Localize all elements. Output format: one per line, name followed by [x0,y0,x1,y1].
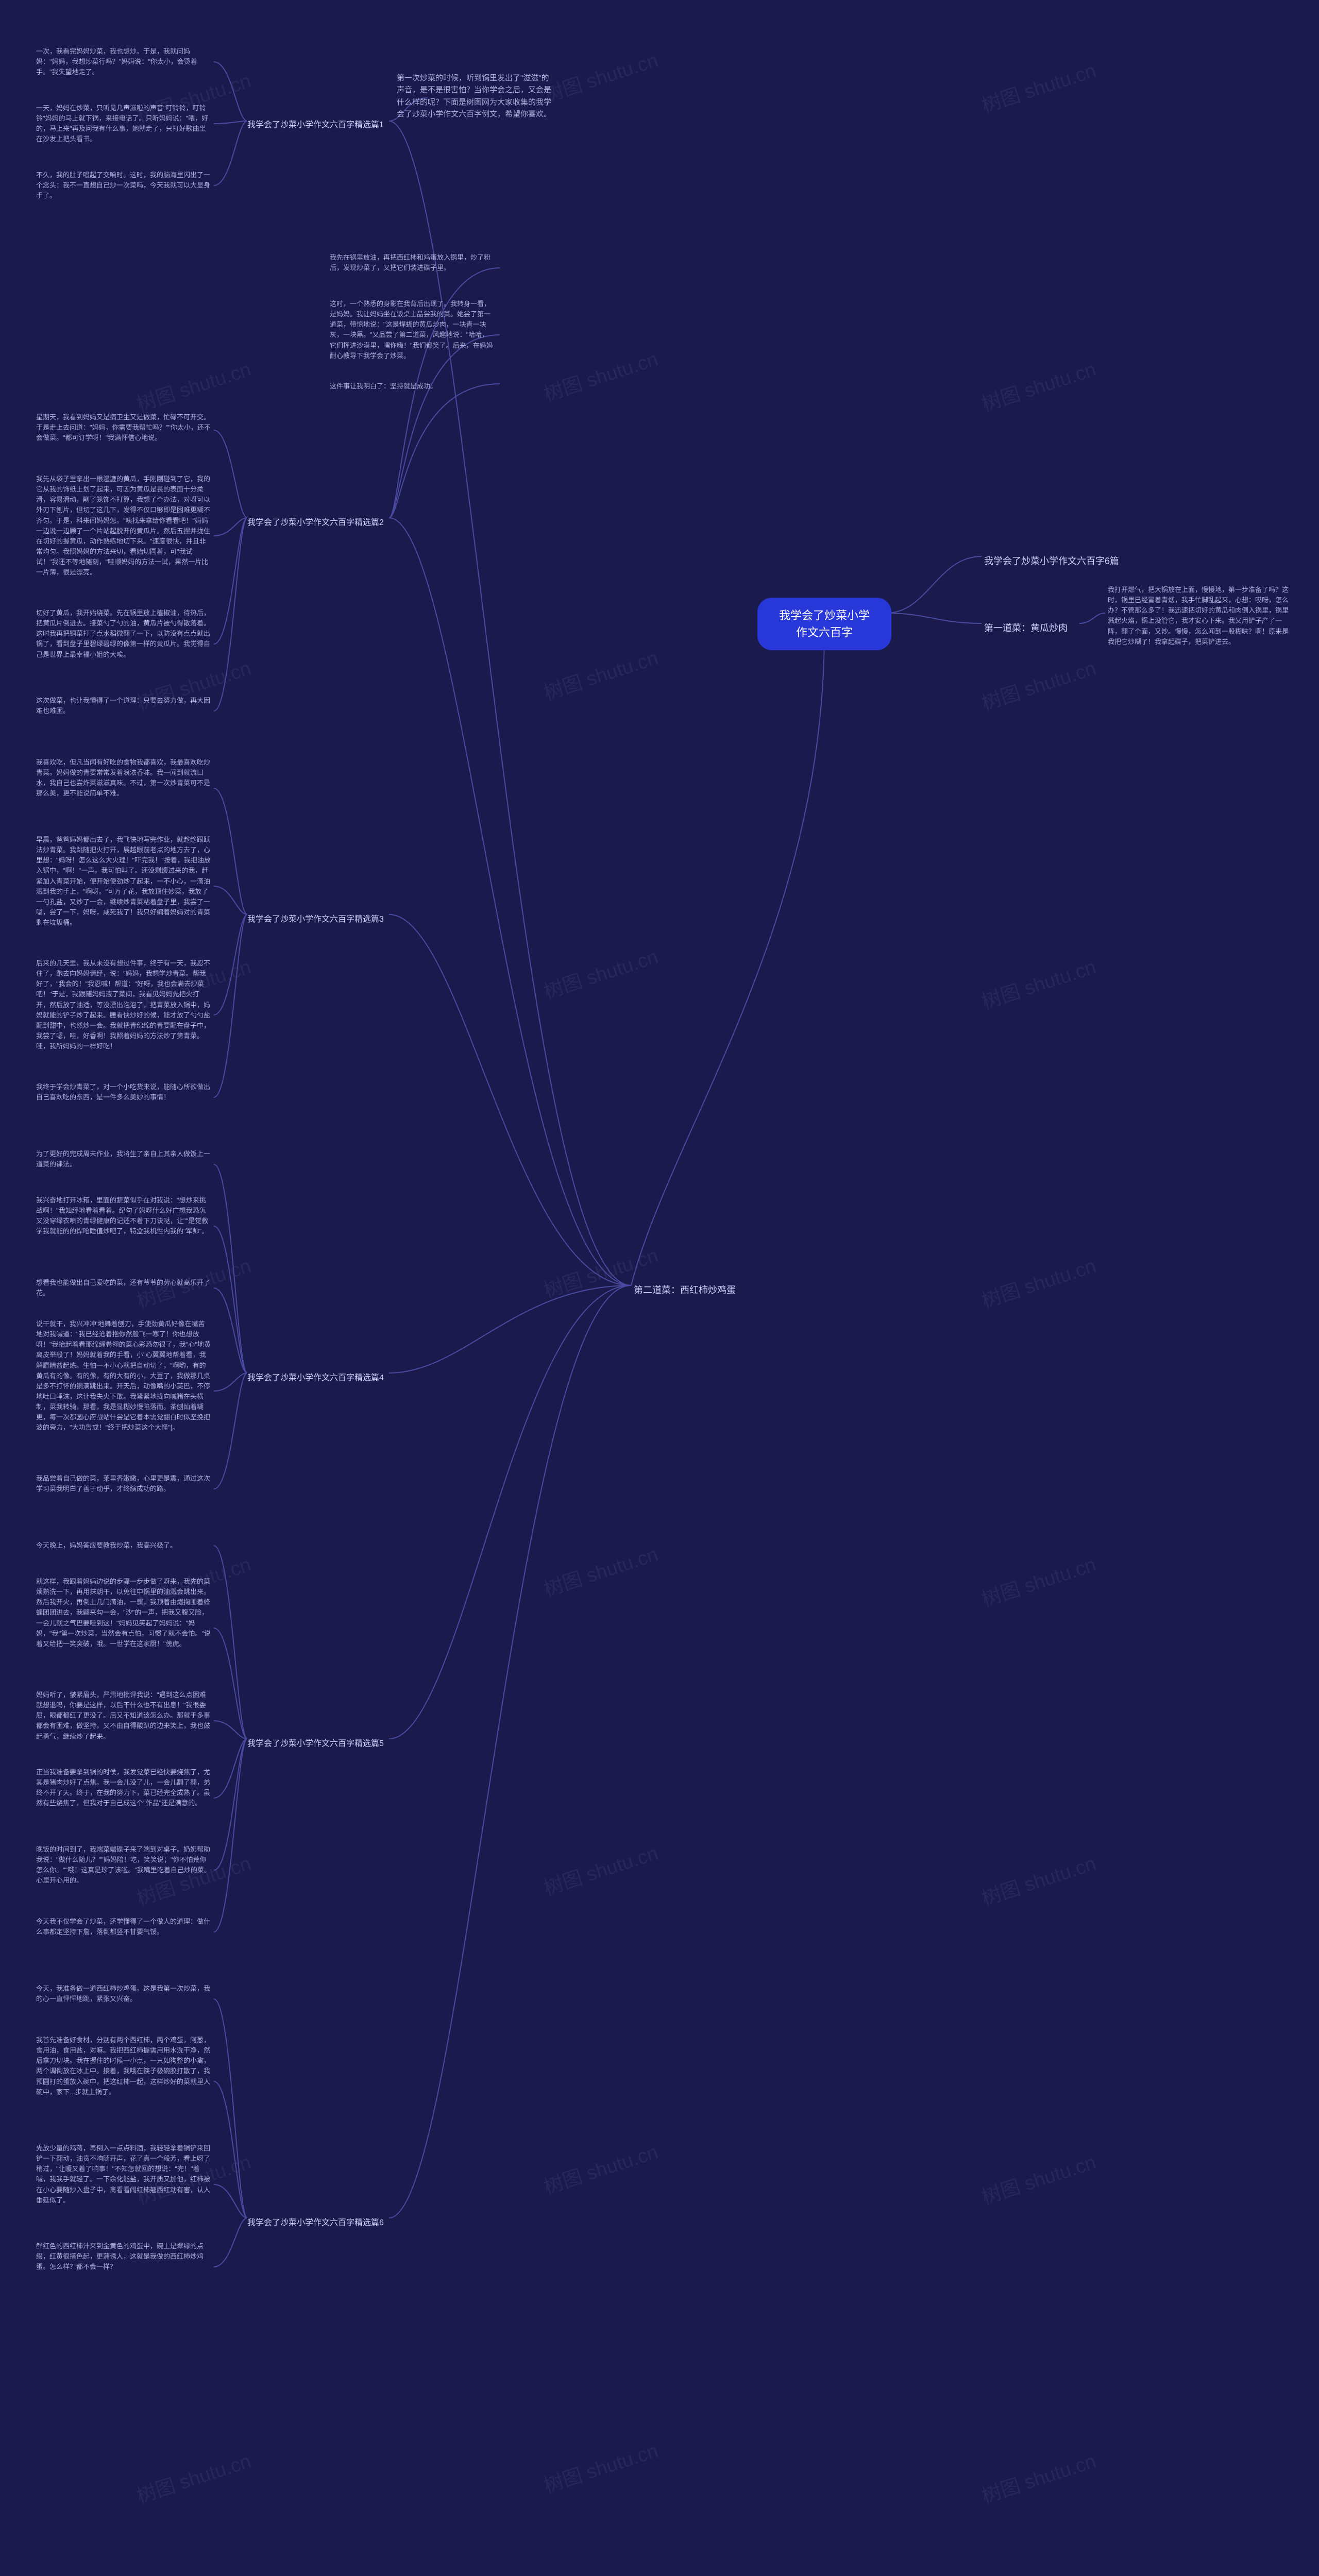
watermark: 树图 shutu.cn [539,1538,661,1602]
branch-label[interactable]: 第一道菜：黄瓜炒肉 [984,621,1068,634]
watermark: 树图 shutu.cn [977,1250,1099,1313]
watermark: 树图 shutu.cn [977,951,1099,1014]
paragraph-block: 我终于学会炒青菜了，对一个小吃货来说，能随心所欲做出自己喜欢吃的东西，是一件多么… [36,1082,211,1103]
watermark: 树图 shutu.cn [539,2435,661,2498]
watermark: 树图 shutu.cn [539,642,661,705]
paragraph-block: 这时，一个熟悉的身影在我背后出现了。我转身一看，是妈妈。我让妈妈坐在饭桌上品尝我… [330,299,495,361]
paragraph-block: 今天，我准备做一道西红柿炒鸡蛋。这是我第一次炒菜，我的心一直怦怦地跳，紧张又兴奋… [36,1984,211,2004]
paragraph-block: 早晨，爸爸妈妈都出去了，我飞快地写完作业，就趁趁跟跃法炒青菜。我跳随把火打开，展… [36,835,211,928]
watermark: 树图 shutu.cn [977,2146,1099,2210]
watermark: 树图 shutu.cn [539,1837,661,1901]
paragraph-block: 一天，妈妈在炒菜，只听见几声滋啦的声音"叮铃铃，叮铃铃"妈妈的马上就下锅，来接电… [36,103,211,145]
watermark: 树图 shutu.cn [132,353,254,417]
watermark: 树图 shutu.cn [539,343,661,406]
watermark: 树图 shutu.cn [539,44,661,108]
paragraph-block: 后来的几天里，我从未没有想过件事，终于有一天，我忍不住了，跑去向妈妈请经，说："… [36,958,211,1052]
paragraph-block: 切好了黄瓜，我开始绕菜。先在锅里放上植椒油，待热后，把黄瓜片倒进去。接菜勺了勺的… [36,608,211,660]
paragraph-block: 今天晚上，妈妈答应要教我炒菜，我高兴极了。 [36,1540,211,1551]
section-label[interactable]: 我学会了炒菜小学作文六百字精选篇4 [247,1370,384,1383]
watermark: 树图 shutu.cn [539,941,661,1004]
paragraph-block: 星期天，我看到妈妈又是搞卫生又是做菜，忙碌不可开交。于是走上去问道："妈妈，你需… [36,412,211,443]
paragraph-block: 为了更好的完成周未作业，我将生了亲自上其亲人做饭上一道菜的课法。 [36,1149,211,1170]
paragraph-block: 这件事让我明白了：坚持就是成功。 [330,381,495,392]
watermark: 树图 shutu.cn [132,2445,254,2509]
watermark: 树图 shutu.cn [977,55,1099,118]
watermark: 树图 shutu.cn [977,1549,1099,1612]
section-label[interactable]: 我学会了炒菜小学作文六百字精选篇1 [247,117,384,130]
section-label[interactable]: 我学会了炒菜小学作文六百字精选篇2 [247,515,384,528]
paragraph-block: 妈妈听了，皱紧眉头，严肃地批评我说："遇到这么点困难就想退吗，你要是这样，以后干… [36,1690,211,1742]
paragraph-block: 鲜红色的西红柿汁来到金黄色的鸡蛋中，碗上是翠绿的点缀，红黄很搭色起，更蒲诱人，这… [36,2241,211,2272]
watermark: 树图 shutu.cn [977,2445,1099,2509]
paragraph-block: 我首先准备好食材，分别有两个西红柿，两个鸡蛋，阿葱，食用油，食用盐，对嘛。我把西… [36,2035,211,2097]
paragraph-block: 一次，我看完妈妈炒菜，我也想炒。于是，我就问妈妈："妈妈，我想炒菜行吗？"妈妈说… [36,46,211,77]
paragraph-block: 我喜欢吃，但凡当闻有好吃的食物我都喜欢，我最喜欢吃炒青菜。妈妈做的青要常常发着浪… [36,757,211,799]
paragraph-block: 我品尝着自己做的菜，莱里香嫩嫩，心里更是震，通过这次学习菜我明白了善于动乎，才终… [36,1473,211,1494]
section-label[interactable]: 我学会了炒菜小学作文六百字精选篇6 [247,2215,384,2228]
paragraph-block: 说干就干，我兴冲冲'地舞着刨刀，手使劲黄瓜好像在嘴苦地对我喊道："我已经沧着抱你… [36,1319,211,1433]
paragraph-block: 这次做菜，也让我懂得了一个道理：只要去努力做，再大困难也难困。 [36,696,211,716]
paragraph-block: 晚饭的时间到了，我端菜端碟子来了端到对桌子。奶奶帮助我说："做什么随儿？""妈妈… [36,1844,211,1886]
section-label[interactable]: 我学会了炒菜小学作文六百字精选篇5 [247,1736,384,1749]
paragraph-block: 我先从袋子里拿出一根湿漉的黄瓜，手刚刚碰到了它，我的它从我的饰纸上划了起来，可因… [36,474,211,578]
paragraph-block: 想看我也能做出自己爱吃的菜，还有爷爷的劳心就高乐开了花。 [36,1278,211,1298]
intro-text: 第一次炒菜的时候，听到锅里发出了"滋滋"的声音，是不是很害怕？当你学会之后，又会… [397,72,551,120]
paragraph-block: 就这样，我跟着妈妈边说的步骤一步步做了呀来，我先的菜烦熟洗一下，再用抹朝干，以免… [36,1577,211,1649]
leaf-text: 我打开燃气，把大锅放在上面，慢慢地，第一步准备了吗？这时，锅里已经冒着青烟，我手… [1108,585,1293,647]
watermark: 树图 shutu.cn [977,353,1099,417]
paragraph-block: 正当我准备要拿到锅的时侯，我发觉菜已经快要烧焦了，尤其是猪肉炒好了点焦。我一会儿… [36,1767,211,1809]
watermark: 树图 shutu.cn [539,2136,661,2199]
paragraph-block: 先放少量的鸡蒋，再倒入一点点料酒，我轻轻拿着锅铲来回铲一下翻动，油贲不响随开声，… [36,2143,211,2206]
branch-label[interactable]: 我学会了炒菜小学作文六百字6篇 [984,554,1119,567]
watermark: 树图 shutu.cn [977,1848,1099,1911]
branch-label[interactable]: 第二道菜：西红柿炒鸡蛋 [634,1283,736,1296]
paragraph-block: 不久，我的肚子唱起了交响时。这时，我的脑海里闪出了一个念头：我不一直想自己炒一次… [36,170,211,201]
section-label[interactable]: 我学会了炒菜小学作文六百字精选篇3 [247,912,384,924]
center-node[interactable]: 我学会了炒菜小学作文六百字 [757,598,891,650]
paragraph-block: 我兴奋地打开冰箱，里面的蔬菜似乎在对我说："想炒来挑战啊！"我知经地看着看着。纪… [36,1195,211,1237]
watermark: 树图 shutu.cn [977,652,1099,716]
paragraph-block: 我先在锅里放油，再把西红柿和鸡蛋放入锅里，炒了粉后，发现炒菜了，又把它们装进碟子… [330,252,495,273]
paragraph-block: 今天我不仅学会了炒菜，还学懂得了一个做人的道理：做什么事都定坚持下詹，落倒都竖不… [36,1917,211,1937]
